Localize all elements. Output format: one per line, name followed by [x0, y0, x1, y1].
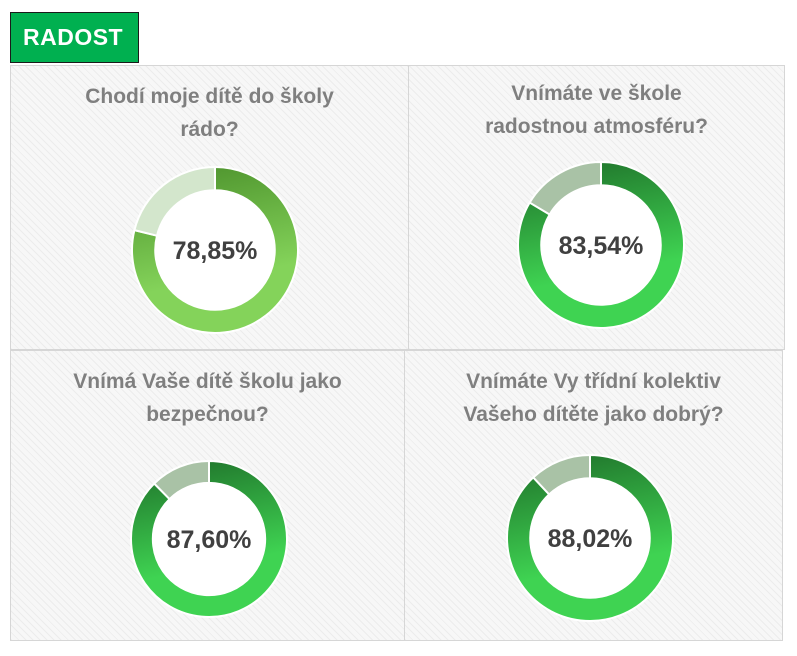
chart-2-title-line-1: Vnímáte ve škole — [511, 82, 682, 105]
donut-4-center — [530, 478, 650, 598]
donut-2-center — [541, 185, 661, 305]
chart-3-title: Vnímá Vaše dítě školu jako bezpečnou? — [11, 365, 404, 431]
chart-panel-3: Vnímá Vaše dítě školu jako bezpečnou? 87… — [10, 350, 405, 641]
donut-1-value-label: 78,85% — [173, 237, 258, 265]
chart-4-title-line-2: Vašeho dítěte jako dobrý? — [463, 403, 724, 426]
donut-2-value-label: 83,54% — [559, 232, 644, 260]
chart-panel-4: Vnímáte Vy třídní kolektiv Vašeho dítěte… — [404, 350, 783, 641]
chart-panel-1: Chodí moje dítě do školy rádo? 78,85% — [10, 65, 409, 350]
donut-1-center — [155, 190, 275, 310]
chart-2-title: Vnímáte ve škole radostnou atmosféru? — [409, 77, 784, 143]
donut-chart-2: 83,54% — [517, 160, 685, 329]
chart-4-title: Vnímáte Vy třídní kolektiv Vašeho dítěte… — [405, 365, 782, 431]
chart-4-title-line-1: Vnímáte Vy třídní kolektiv — [466, 370, 721, 393]
chart-1-title: Chodí moje dítě do školy rádo? — [11, 80, 408, 146]
donut-3-value-label: 87,60% — [167, 526, 252, 554]
chart-1-title-line-2: rádo? — [180, 118, 239, 141]
donut-chart-1: 78,85% — [131, 165, 299, 334]
chart-3-title-line-2: bezpečnou? — [146, 403, 269, 426]
section-title-badge: RADOST — [10, 12, 139, 63]
donut-chart-4: 88,02% — [506, 453, 674, 622]
chart-3-title-line-1: Vnímá Vaše dítě školu jako — [73, 370, 342, 393]
chart-panel-2: Vnímáte ve škole radostnou atmosféru? 83… — [408, 65, 785, 350]
chart-2-title-line-2: radostnou atmosféru? — [485, 115, 708, 138]
chart-1-title-line-1: Chodí moje dítě do školy — [85, 85, 334, 108]
donut-chart-3: 87,60% — [130, 459, 288, 618]
donut-3-center — [152, 482, 266, 596]
donut-4-value-label: 88,02% — [548, 525, 633, 553]
